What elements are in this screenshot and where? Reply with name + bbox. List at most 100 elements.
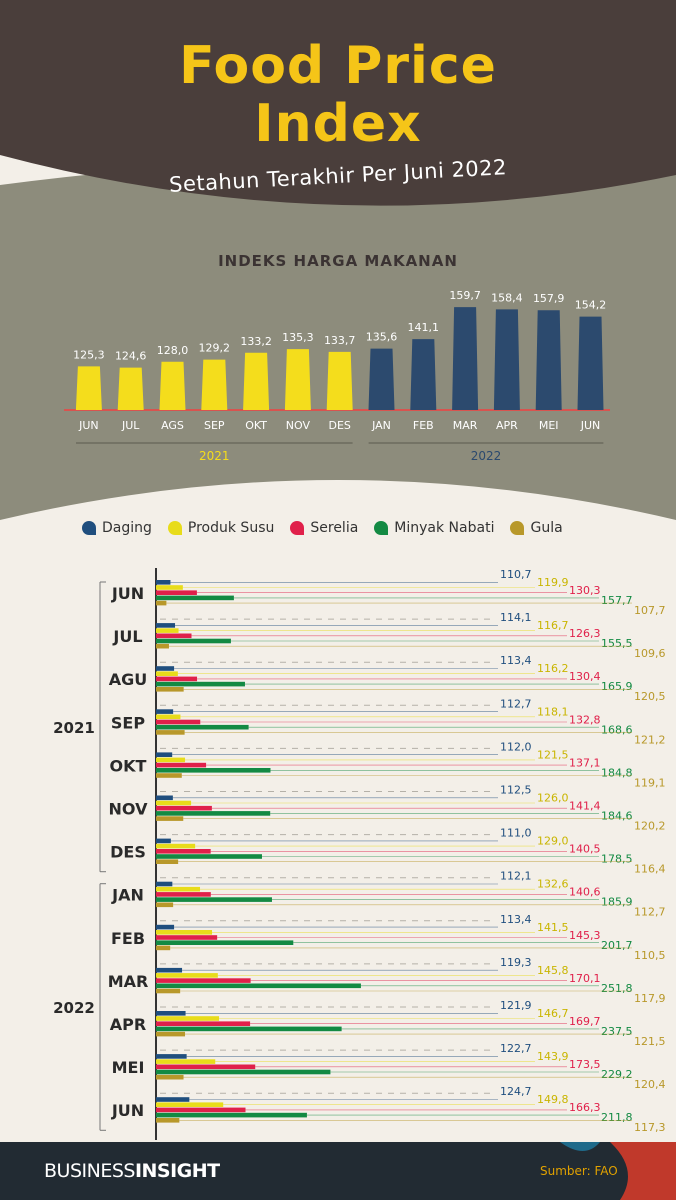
top-category-label: FEB [413, 419, 434, 432]
legend-swatch-serelia [290, 521, 305, 535]
legend-label-gula: Gula [530, 520, 563, 536]
legend-swatch-produk-susu [167, 521, 182, 535]
hbar [156, 595, 234, 601]
top-bar [75, 366, 102, 410]
top-bar [493, 309, 520, 410]
hbar-value-label: 119,3 [500, 956, 532, 969]
hbar-value-label: 166,3 [569, 1101, 601, 1114]
hbar [156, 623, 176, 628]
top-category-label: MEI [539, 419, 559, 432]
top-bar-value-label: 141,1 [408, 321, 440, 334]
top-category-label: JUL [121, 419, 140, 432]
hbar [156, 719, 201, 725]
hbar-value-label: 124,7 [500, 1085, 532, 1098]
hbar-value-label: 165,9 [601, 680, 633, 693]
title-line-1: Food Price [179, 36, 497, 96]
top-bar [159, 361, 186, 410]
hbar-value-label: 121,2 [634, 733, 666, 746]
hbar-value-label: 122,7 [500, 1042, 532, 1055]
hbar [156, 730, 185, 735]
hbar-value-label: 140,6 [569, 886, 601, 899]
hbar [156, 1054, 187, 1059]
hbar [156, 1069, 331, 1075]
legend-item-daging: Daging [82, 520, 152, 536]
top-bar-value-label: 125,3 [73, 348, 105, 361]
hbar [156, 859, 179, 864]
hbar-value-label: 173,5 [569, 1058, 601, 1071]
hbar [156, 849, 211, 854]
hbar-value-label: 117,3 [634, 1121, 666, 1134]
hbar-value-label: 118,1 [537, 705, 569, 718]
top-bar [326, 351, 353, 410]
hbar-value-label: 130,4 [569, 670, 601, 683]
hbar [156, 881, 173, 887]
hbar [156, 886, 201, 892]
brand-logo: BUSINESSINSIGHT [44, 1160, 220, 1182]
hbar-value-label: 145,8 [537, 964, 569, 977]
top-bar [201, 359, 228, 410]
top-bar-value-label: 135,6 [366, 331, 398, 344]
title-line-2: Index [254, 94, 422, 154]
hbar-value-label: 185,9 [601, 896, 633, 909]
top-bar-value-label: 133,7 [324, 334, 356, 347]
hbar-value-label: 184,8 [601, 766, 633, 779]
hbar-value-label: 149,8 [537, 1093, 569, 1106]
hbar-value-label: 211,8 [601, 1111, 633, 1124]
hbar-value-label: 132,8 [569, 713, 601, 726]
horizontal-bar-chart: 110,7119,9130,3157,7107,7JUN114,1116,712… [53, 568, 666, 1140]
hbar-value-label: 170,1 [569, 972, 601, 985]
top-bar-chart: 125,3 JUN 124,6 JUL 128,0 AGS 129,2 SEP 133,2 OKT… [64, 289, 610, 463]
hbar [156, 1026, 342, 1032]
hbar-value-label: 137,1 [569, 756, 601, 769]
brand-light: BUSINESS [44, 1160, 135, 1182]
hbar-value-label: 119,9 [537, 576, 569, 589]
hbar-value-label: 178,5 [601, 853, 633, 866]
hbar [156, 983, 361, 989]
legend-label-daging: Daging [102, 520, 152, 536]
legend: Daging Produk Susu Serelia Minyak Nabati… [82, 520, 563, 536]
hbar-value-label: 237,5 [601, 1025, 633, 1038]
hbar-value-label: 121,5 [537, 748, 569, 761]
top-category-label: MAR [453, 419, 478, 432]
legend-item-produk-susu: Produk Susu [167, 520, 274, 536]
hbar [156, 714, 181, 720]
hbar [156, 978, 251, 983]
hbar [156, 687, 184, 692]
top-category-label: JUN [78, 419, 99, 432]
hbar [156, 762, 207, 768]
hbar-value-label: 113,4 [500, 913, 532, 926]
top-bar-value-label: 158,4 [491, 291, 523, 304]
top-bar [577, 316, 604, 410]
hbar [156, 1107, 246, 1113]
hbar [156, 800, 192, 806]
hbar-value-label: 107,7 [634, 604, 666, 617]
hbar-category-label: JUN [111, 584, 144, 603]
hbar-value-label: 120,2 [634, 820, 666, 833]
legend-item-minyak-nabati: Minyak Nabati [374, 520, 494, 536]
hbar [156, 973, 218, 978]
hbar-category-label: MAR [108, 972, 149, 991]
legend-label-serelia: Serelia [310, 520, 359, 536]
footer-decoration [610, 1142, 676, 1200]
hbar [156, 580, 171, 585]
hbar-value-label: 146,7 [537, 1007, 569, 1020]
hbar [156, 935, 218, 940]
hbar-value-label: 111,0 [500, 827, 532, 840]
hbar [156, 773, 182, 778]
hbar-value-label: 201,7 [601, 939, 633, 952]
hbar-category-label: OKT [110, 756, 147, 775]
hbar [156, 897, 272, 902]
hbar [156, 724, 249, 730]
hbar [156, 671, 178, 676]
hbar-category-label: JUN [111, 1101, 144, 1120]
hbar [156, 1011, 186, 1016]
footer-decoration-2 [560, 1142, 600, 1151]
top-bar [410, 339, 437, 410]
hbar-value-label: 184,6 [601, 810, 633, 823]
hbar [156, 1097, 190, 1102]
hbar-value-label: 112,7 [500, 697, 532, 710]
hbar-category-label: DES [110, 843, 146, 862]
hbar [156, 902, 174, 908]
hbar-value-label: 110,5 [634, 949, 666, 962]
